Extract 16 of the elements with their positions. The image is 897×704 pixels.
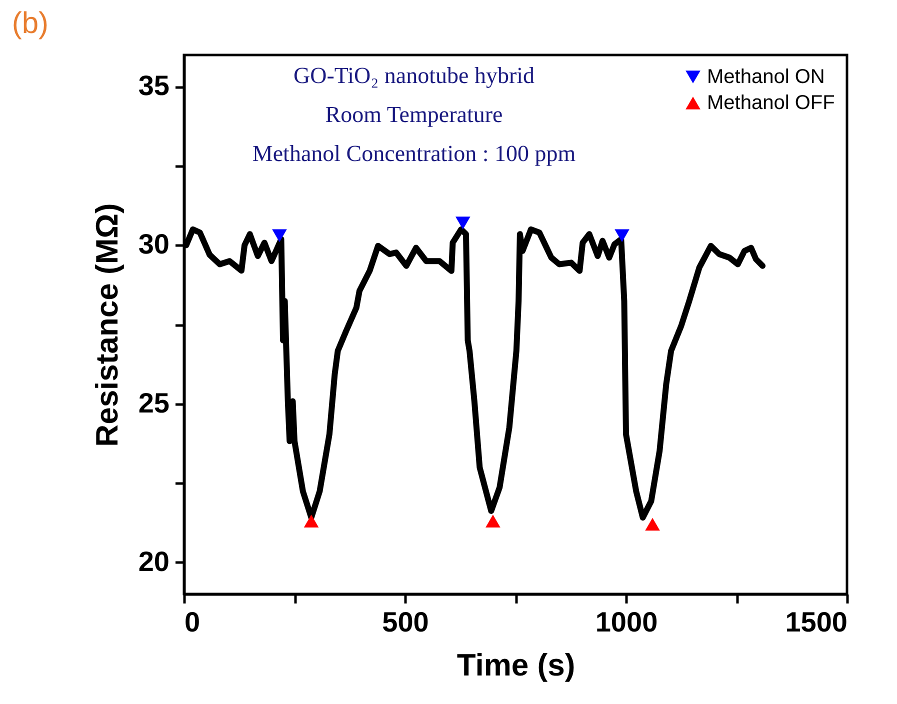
x-tick-label: 1000	[595, 606, 658, 638]
y-axis-title: Resistance (MΩ)	[89, 203, 124, 447]
legend-label: Methanol OFF	[707, 92, 835, 114]
annotation: GO-TiO₂ nanotube hybrid	[294, 63, 535, 88]
y-tick-label: 20	[138, 546, 170, 577]
y-tick-label: 25	[138, 387, 170, 418]
y-tick-label: 35	[138, 70, 170, 102]
x-tick-label: 500	[382, 606, 429, 638]
y-tick-label: 30	[138, 228, 170, 260]
legend-label: Methanol ON	[707, 66, 825, 88]
annotation: Room Temperature	[325, 102, 503, 127]
x-axis-title: Time (s)	[456, 648, 576, 682]
annotation: Methanol Concentration : 100 ppm	[252, 141, 576, 166]
chart-title: (b)	[12, 7, 49, 40]
x-tick-label: 0	[184, 606, 200, 638]
x-tick-label: 1500	[785, 606, 848, 638]
